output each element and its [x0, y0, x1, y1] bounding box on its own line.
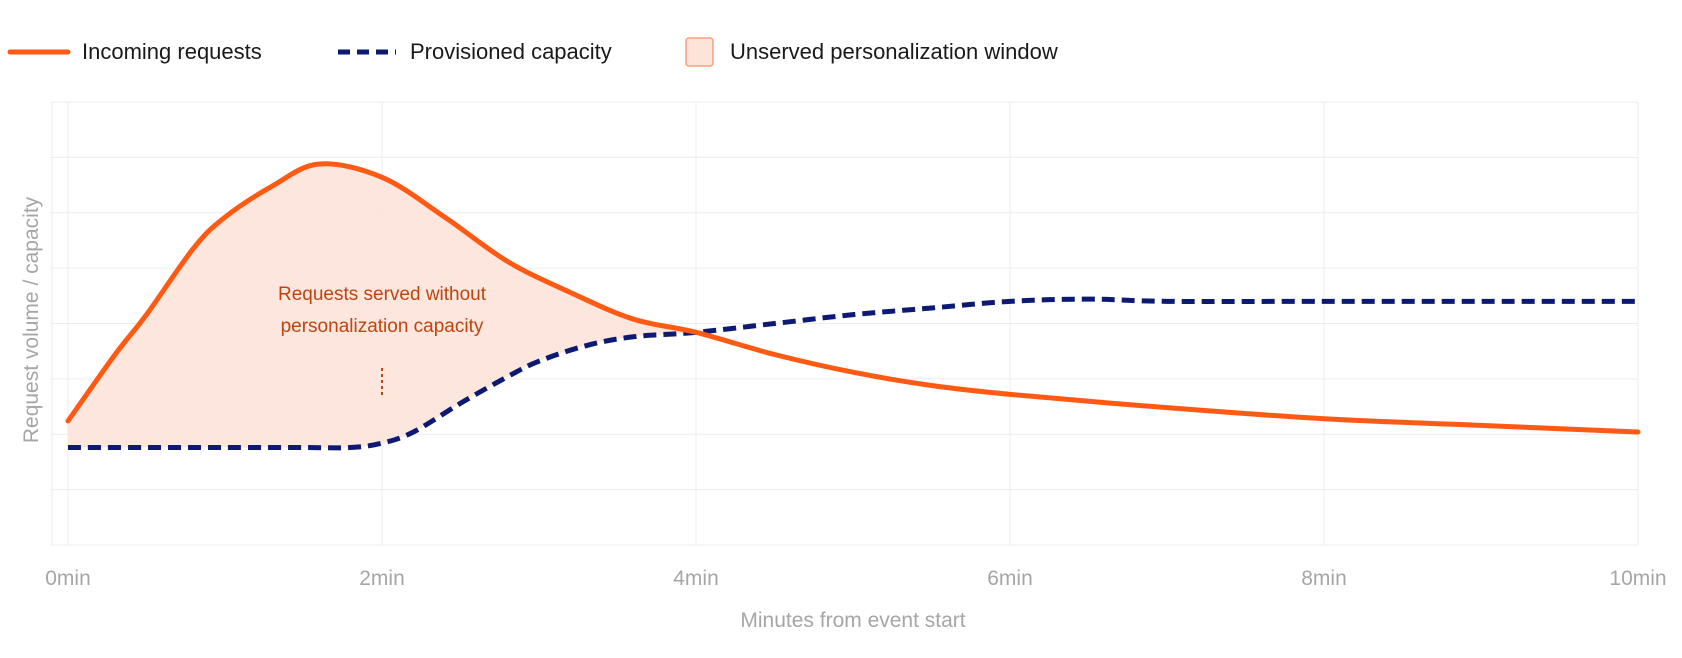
x-tick-label: 8min: [1301, 567, 1347, 590]
x-tick-label: 0min: [45, 567, 91, 590]
legend-swatch-shaded-area: [685, 37, 714, 67]
annotation-text: personalization capacity: [281, 316, 484, 337]
legend-item-incoming-requests: Incoming requests: [7, 39, 262, 64]
x-axis-title: Minutes from event start: [740, 609, 965, 632]
series-lines: [65, 161, 1641, 451]
series-line-provisioned-capacity: [68, 296, 1638, 451]
shaded-area-unserved-window: [68, 163, 696, 448]
x-tick-label: 2min: [359, 567, 405, 590]
x-tick-label: 6min: [987, 567, 1033, 590]
series-line-incoming-requests: [65, 161, 1641, 435]
x-tick-label: 10min: [1609, 567, 1666, 590]
legend: Incoming requests Provisioned capacity U…: [7, 37, 1058, 67]
x-axis-ticks: 0min 2min 4min 6min 8min 10min: [45, 567, 1666, 590]
y-axis-title: Request volume / capacity: [20, 196, 43, 443]
annotation: Requests served without personalization c…: [278, 284, 487, 396]
annotation-text: Requests served without: [278, 284, 487, 305]
legend-label: Incoming requests: [82, 39, 262, 64]
legend-label: Unserved personalization window: [730, 39, 1058, 64]
x-tick-label: 4min: [673, 567, 719, 590]
legend-label: Provisioned capacity: [410, 39, 612, 64]
legend-item-provisioned-capacity: Provisioned capacity: [338, 39, 612, 64]
legend-item-unserved-window: Unserved personalization window: [685, 37, 1058, 67]
shaded-region: [68, 163, 696, 448]
